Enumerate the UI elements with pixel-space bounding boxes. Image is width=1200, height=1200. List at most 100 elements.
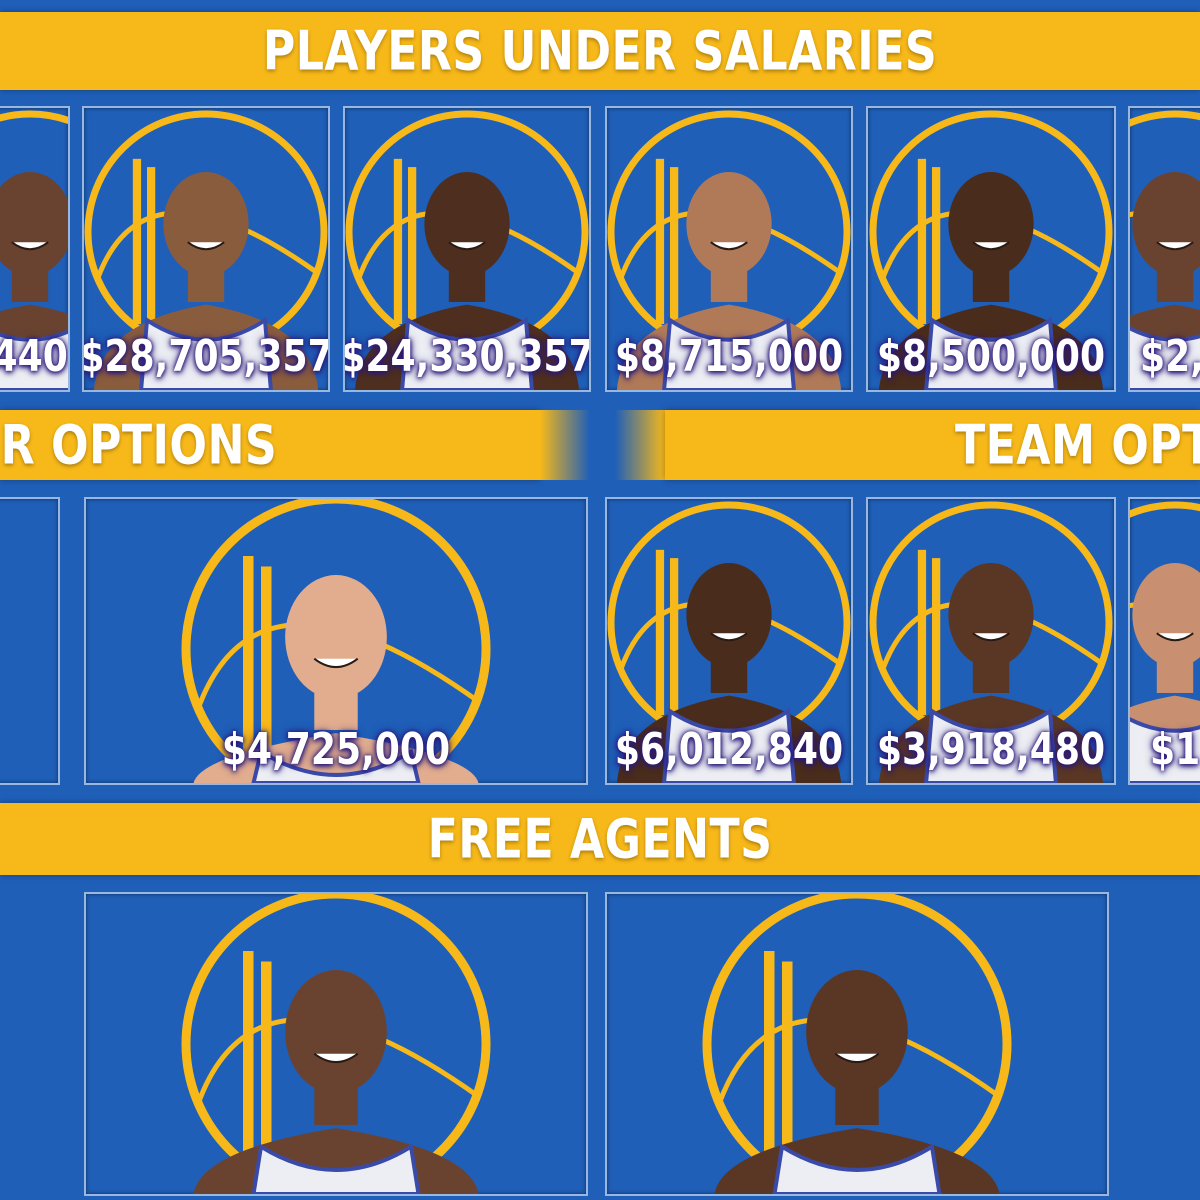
bridge-tower-icon (670, 167, 679, 321)
bridge-tower-icon (261, 961, 272, 1157)
logo-graphic (607, 110, 851, 390)
bridge-tower-icon (243, 951, 254, 1161)
bridge-tower-icon (655, 158, 665, 325)
section-banner-player-options: ER OPTIONS (0, 410, 540, 480)
smile-icon (972, 241, 1010, 251)
jersey-icon (139, 316, 273, 390)
player-head (686, 563, 772, 667)
player-head (163, 172, 249, 276)
salary-label: $8,715,000 (614, 331, 844, 382)
salary-label: $28,705,357 (82, 331, 330, 382)
logo-graphic (181, 894, 491, 1194)
player-head (1132, 563, 1200, 667)
logo-graphic (869, 110, 1113, 390)
player-head (0, 172, 68, 276)
smile-icon (1156, 632, 1194, 642)
jersey-icon (662, 316, 796, 390)
bridge-tower-icon (917, 549, 927, 716)
logo-graphic (84, 110, 328, 390)
bridge-tower-icon (655, 549, 665, 716)
player-card: $8,715,000 (605, 106, 853, 392)
bridge-tower-icon (243, 556, 254, 766)
player-head (948, 172, 1034, 276)
section-title-salaries: PLAYERS UNDER SALARIES (262, 19, 938, 83)
player-card: $28,705,357 (82, 106, 330, 392)
section-title-player-options: ER OPTIONS (0, 413, 278, 477)
bridge-tower-icon (782, 961, 793, 1157)
bridge-tower-icon (764, 951, 775, 1161)
logo-graphic (0, 110, 68, 390)
player-card: $8,500,000 (866, 106, 1116, 392)
jersey-icon (1130, 325, 1200, 390)
bridge-tower-icon (147, 167, 156, 321)
banner-fade-right (615, 410, 665, 480)
salary-label: $3,918,480 (876, 724, 1106, 775)
logo-graphic (181, 499, 491, 783)
player-head (1132, 172, 1200, 276)
banner-fade-left (540, 410, 590, 480)
bridge-tower-icon (408, 167, 417, 321)
smile-icon (710, 632, 748, 642)
player-head (285, 970, 387, 1094)
logo-graphic (869, 501, 1113, 783)
logo-ring-icon (181, 894, 491, 1194)
bridge-tower-icon (917, 158, 927, 325)
section-title-team-options: TEAM OPTI (955, 413, 1200, 477)
player-card: $2, (1128, 106, 1200, 392)
player-head (806, 970, 908, 1094)
logo-graphic (607, 501, 851, 783)
player-card: 440 (0, 106, 70, 392)
logo-ring-icon (181, 499, 491, 783)
jersey-icon (251, 1143, 421, 1194)
salary-label: $1 (1150, 724, 1200, 775)
jersey-icon (924, 316, 1058, 390)
smile-icon (710, 241, 748, 251)
bridge-tower-icon (132, 158, 142, 325)
player-card: $6,012,840 (605, 497, 853, 785)
jersey-icon (0, 329, 68, 390)
smile-icon (1156, 241, 1194, 251)
logo-graphic (1130, 501, 1200, 783)
bridge-tower-icon (932, 558, 941, 712)
smile-icon (313, 657, 359, 669)
jersey-icon (400, 316, 534, 390)
logo-ring-icon (702, 894, 1012, 1194)
player-head (948, 563, 1034, 667)
jersey-icon (772, 1143, 942, 1194)
logo-graphic (345, 110, 589, 390)
section-banner-team-options: TEAM OPTI (665, 410, 1200, 480)
bridge-tower-icon (393, 158, 403, 325)
section-banner-salaries: PLAYERS UNDER SALARIES (0, 12, 1200, 90)
player-head (424, 172, 510, 276)
section-title-free-agents: FREE AGENTS (427, 807, 773, 871)
smile-icon (313, 1052, 359, 1064)
jersey-icon (251, 748, 421, 783)
salary-label: $6,012,840 (614, 724, 844, 775)
bridge-tower-icon (932, 167, 941, 321)
logo-graphic (702, 894, 1012, 1194)
bridge-tower-icon (261, 566, 272, 762)
bridge-tower-icon (670, 558, 679, 712)
smile-icon (972, 632, 1010, 642)
jersey-icon (1130, 716, 1200, 783)
player-card: $4,725,000 (84, 497, 588, 785)
smile-icon (834, 1052, 880, 1064)
player-card: $24,330,357 (343, 106, 591, 392)
empty-card (0, 497, 60, 785)
jersey-icon (924, 707, 1058, 783)
jersey-icon (662, 707, 796, 783)
salary-label: $8,500,000 (876, 331, 1106, 382)
section-banner-free-agents: FREE AGENTS (0, 803, 1200, 875)
smile-icon (11, 241, 49, 251)
player-card (84, 892, 588, 1196)
salary-label: $2, (1140, 331, 1200, 382)
player-head (686, 172, 772, 276)
logo-graphic (1130, 110, 1200, 390)
player-card (605, 892, 1109, 1196)
player-card: $1 (1128, 497, 1200, 785)
smile-icon (187, 241, 225, 251)
salary-label: $24,330,357 (343, 331, 591, 382)
salary-label: $4,725,000 (221, 724, 451, 775)
salary-label: 440 (0, 331, 68, 382)
smile-icon (448, 241, 486, 251)
